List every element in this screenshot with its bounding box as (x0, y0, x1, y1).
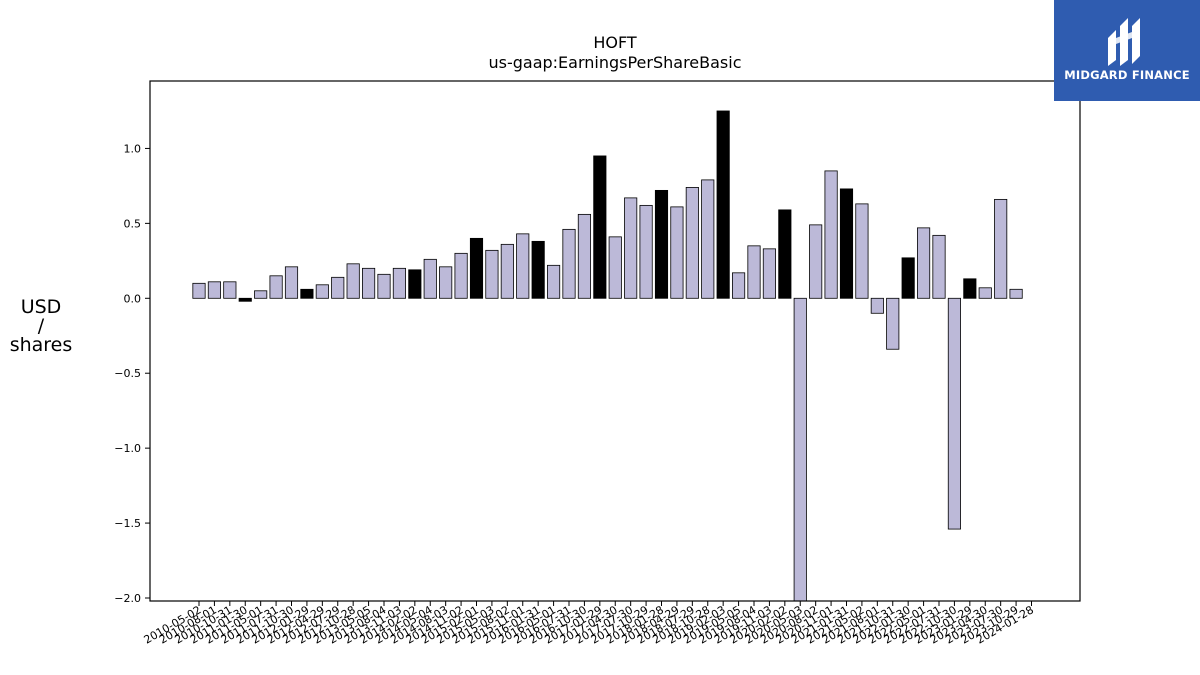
bar (469, 237, 484, 299)
bar (254, 290, 268, 299)
bar (485, 249, 499, 299)
bar (670, 206, 684, 299)
bar (238, 297, 252, 302)
y-axis-label: USD / shares (6, 298, 76, 355)
bar (516, 233, 530, 299)
bar (269, 275, 283, 299)
bar (855, 203, 869, 299)
bar (547, 264, 561, 299)
y-tick-label: 1.0 (124, 142, 142, 155)
bar (331, 276, 345, 299)
bar (793, 297, 807, 602)
bar (778, 209, 792, 299)
y-axis-label-line: / (37, 315, 45, 337)
bar (839, 188, 854, 299)
bar (870, 297, 884, 314)
bar (562, 228, 576, 299)
y-tick-label: −0.5 (114, 367, 141, 380)
y-tick-label: −1.5 (114, 517, 141, 530)
bar (377, 273, 391, 299)
y-axis-label-line: shares (9, 334, 73, 356)
bar (284, 266, 299, 299)
chart-subtitle: us-gaap:EarningsPerShareBasic (488, 53, 742, 72)
bar (315, 284, 329, 299)
bar (408, 269, 422, 299)
bar (994, 198, 1008, 299)
bar (500, 243, 514, 299)
bar (809, 224, 823, 299)
bar (439, 266, 453, 299)
y-axis-label-line: USD (20, 296, 62, 318)
bar (901, 257, 915, 299)
bar (917, 227, 931, 299)
bar (886, 297, 900, 350)
bar (423, 258, 437, 299)
bar (685, 186, 699, 299)
bar (531, 240, 545, 299)
midgard-logo-icon (1108, 18, 1140, 66)
bar (207, 281, 221, 299)
bar (654, 189, 669, 299)
bar (978, 287, 992, 299)
bar (947, 297, 961, 530)
bar (392, 267, 406, 299)
y-tick-label: 0.5 (124, 217, 142, 230)
bar (701, 179, 715, 299)
bar (824, 170, 838, 299)
bar (300, 288, 314, 299)
bar (362, 267, 376, 299)
brand-logo: MIDGARD FINANCE (1054, 0, 1200, 101)
bar (192, 282, 206, 299)
bar (639, 204, 653, 299)
plot-frame (149, 80, 1081, 602)
bar (716, 110, 730, 299)
bar (454, 252, 468, 299)
y-tick-label: −1.0 (114, 442, 141, 455)
bar (346, 263, 360, 299)
logo-text: MIDGARD FINANCE (1064, 68, 1190, 82)
chart-title: HOFT (593, 33, 637, 52)
y-tick-label: 0.0 (124, 292, 142, 305)
bar (577, 213, 591, 299)
bar (593, 155, 607, 299)
bar (963, 278, 977, 299)
bar (932, 234, 946, 299)
bar (747, 245, 761, 299)
bar (608, 236, 622, 299)
y-tick-label: −2.0 (114, 592, 141, 605)
bar (762, 248, 776, 299)
bar (624, 197, 638, 299)
bar (223, 281, 237, 299)
bar (732, 272, 746, 299)
bar (1009, 288, 1023, 299)
